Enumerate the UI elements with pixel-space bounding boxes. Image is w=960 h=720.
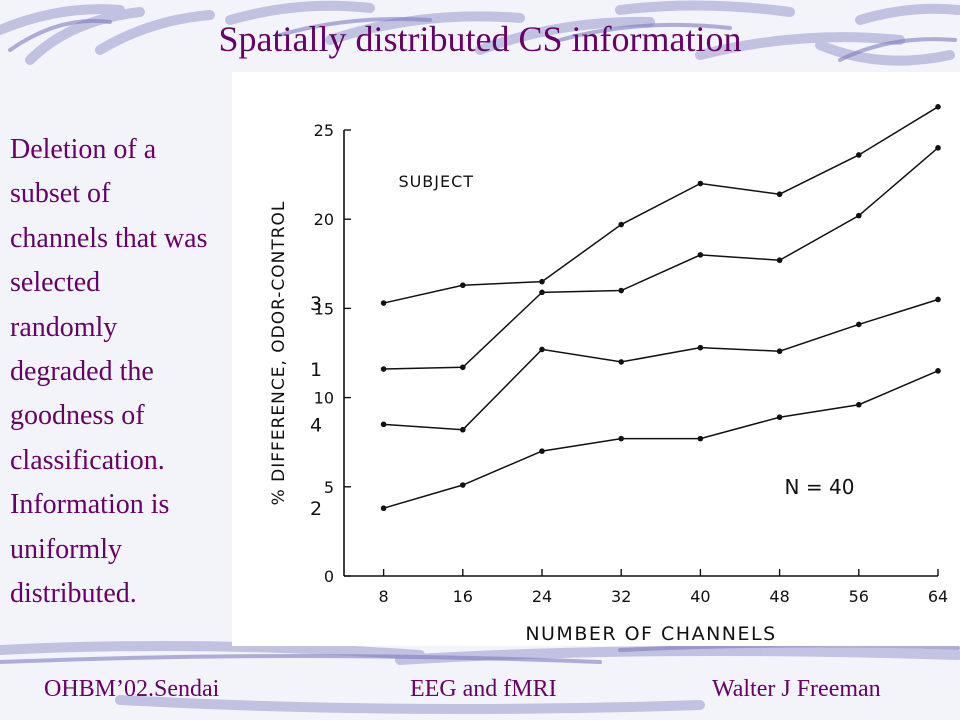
y-axis-label: % DIFFERENCE, ODOR-CONTROL bbox=[269, 201, 289, 506]
series-line-1 bbox=[383, 147, 939, 370]
data-point bbox=[618, 359, 624, 365]
series-line-3 bbox=[383, 106, 939, 304]
data-point bbox=[697, 252, 704, 258]
line-chart: 0 5 10 15 20 25 8 16 24 32 40 48 56 64 3 1 4 2 % DIFFERE… bbox=[269, 104, 949, 645]
n-annotation: N = 40 bbox=[785, 475, 855, 499]
data-point bbox=[856, 321, 862, 328]
data-point bbox=[776, 414, 783, 421]
x-tick-label: 32 bbox=[611, 587, 631, 606]
series-line-2 bbox=[383, 370, 939, 509]
data-point bbox=[460, 482, 466, 488]
series-line-4 bbox=[383, 298, 939, 431]
series-label-4: 4 bbox=[310, 414, 322, 436]
y-tick-label: 25 bbox=[314, 121, 334, 140]
data-point bbox=[618, 287, 624, 294]
data-point bbox=[460, 282, 466, 289]
data-point bbox=[380, 505, 387, 512]
x-tick-label: 16 bbox=[453, 587, 473, 606]
data-point bbox=[935, 296, 941, 303]
chart-ticks: 0 5 10 15 20 25 8 16 24 32 40 48 56 64 bbox=[314, 121, 949, 606]
data-point bbox=[380, 300, 387, 306]
chart-series: 3 1 4 2 bbox=[310, 104, 941, 520]
x-tick-label: 8 bbox=[379, 587, 389, 606]
data-point bbox=[776, 348, 783, 355]
footer-left: OHBM’02.Sendai bbox=[44, 676, 220, 702]
data-point bbox=[935, 104, 941, 110]
x-tick-label: 24 bbox=[532, 587, 552, 606]
chart-panel: 0 5 10 15 20 25 8 16 24 32 40 48 56 64 3 1 4 2 % DIFFERE… bbox=[232, 72, 960, 646]
data-point bbox=[935, 368, 941, 374]
y-tick-label: 15 bbox=[314, 299, 334, 318]
data-point bbox=[380, 421, 387, 428]
y-tick-label: 20 bbox=[314, 210, 334, 229]
x-tick-label: 56 bbox=[849, 587, 869, 606]
series-label-2: 2 bbox=[310, 498, 322, 520]
footer-center: EEG and fMRI bbox=[410, 676, 557, 702]
x-axis-label: NUMBER OF CHANNELS bbox=[525, 623, 776, 645]
data-point bbox=[539, 346, 545, 353]
y-tick-label: 0 bbox=[324, 567, 334, 586]
data-point bbox=[618, 435, 624, 442]
data-point bbox=[697, 180, 704, 187]
series-label-1: 1 bbox=[310, 359, 322, 381]
y-tick-label: 5 bbox=[324, 478, 334, 497]
body-text: Deletion of a subset of channels that wa… bbox=[10, 134, 208, 610]
data-point bbox=[697, 344, 704, 351]
data-point bbox=[856, 401, 862, 408]
x-tick-label: 64 bbox=[928, 587, 948, 606]
footer: OHBM’02.Sendai EEG and fMRI Walter J Fre… bbox=[0, 676, 960, 710]
series-label-3: 3 bbox=[310, 293, 322, 315]
footer-right: Walter J Freeman bbox=[712, 676, 881, 702]
data-point bbox=[776, 257, 783, 264]
data-point bbox=[380, 366, 387, 372]
data-point bbox=[460, 426, 466, 433]
data-point bbox=[776, 191, 783, 198]
data-point bbox=[856, 152, 862, 158]
y-tick-label: 10 bbox=[314, 389, 334, 408]
chart-axes bbox=[343, 130, 938, 577]
data-point bbox=[618, 221, 624, 228]
data-point bbox=[539, 278, 545, 285]
data-point bbox=[539, 289, 545, 296]
x-tick-label: 40 bbox=[690, 587, 710, 606]
data-point bbox=[935, 145, 941, 151]
slide-title: Spatially distributed CS information bbox=[218, 19, 742, 59]
x-tick-label: 48 bbox=[769, 587, 789, 606]
data-point bbox=[856, 212, 862, 219]
legend-title: SUBJECT bbox=[398, 172, 474, 191]
data-point bbox=[539, 448, 545, 454]
data-point bbox=[460, 364, 466, 371]
data-point bbox=[697, 435, 704, 442]
